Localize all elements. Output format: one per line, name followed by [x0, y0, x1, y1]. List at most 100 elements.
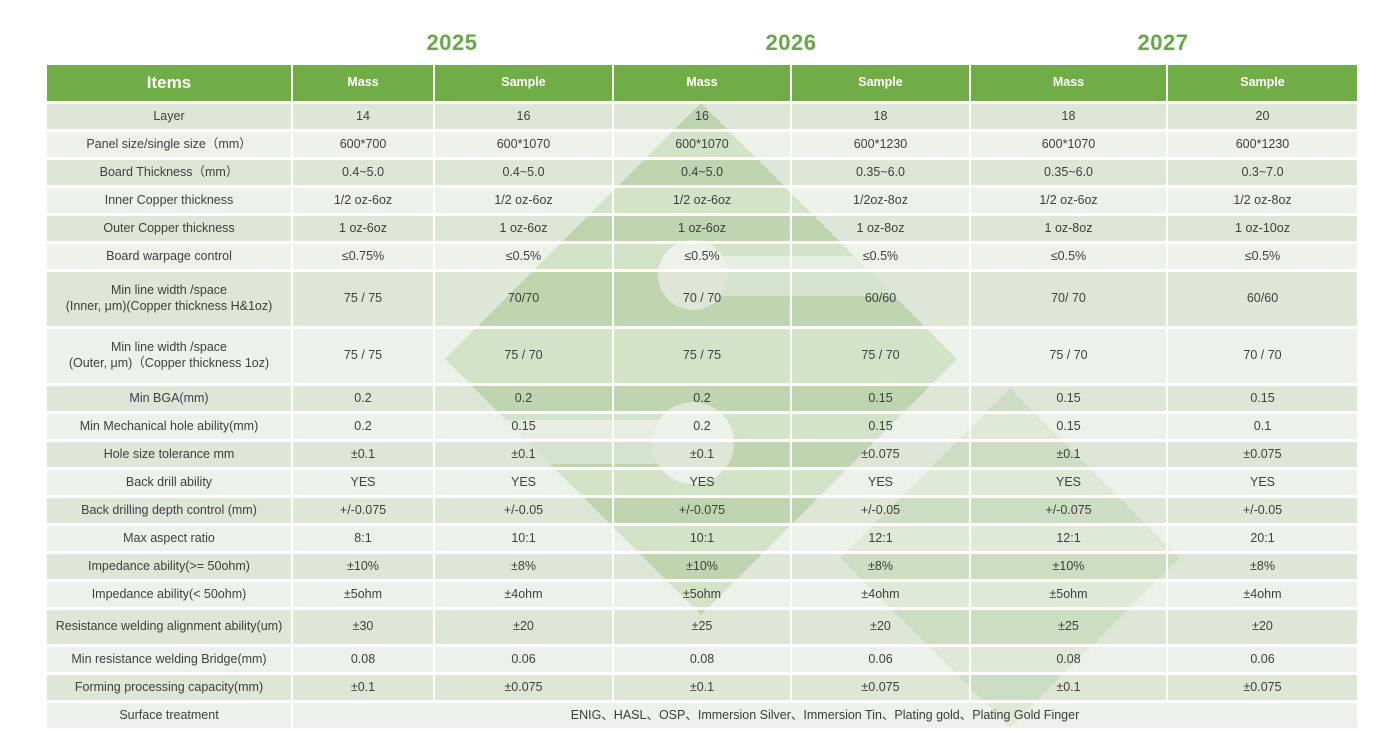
cell-value: ±30	[291, 607, 435, 647]
surface-treatment-values: ENIG、HASL、OSP、Immersion Silver、Immersion…	[291, 700, 1359, 731]
header-items: Items	[45, 62, 293, 104]
cell-value: ±0.1	[291, 439, 435, 470]
table-row: Max aspect ratio 8:1 10:1 10:1 12:1 12:1 20:1	[45, 523, 1359, 554]
cell-value: 1 oz-6oz	[291, 213, 435, 244]
cell-value: ±0.1	[969, 672, 1168, 703]
cell-value: +/-0.075	[969, 495, 1168, 526]
cell-value: 14	[291, 101, 435, 132]
cell-value: 75 / 70	[790, 326, 971, 386]
cell-value: ≤0.5%	[969, 241, 1168, 272]
cell-value: ±5ohm	[612, 579, 792, 610]
table-body: Layer 14 16 16 18 18 20 Panel size/single size（…	[45, 101, 1359, 731]
cell-value: ±5ohm	[969, 579, 1168, 610]
header-mass-2025: Mass	[291, 62, 435, 104]
item-label: Layer	[45, 101, 293, 132]
cell-value: YES	[612, 467, 792, 498]
table-row: Inner Copper thickness 1/2 oz-6oz 1/2 oz-6…	[45, 185, 1359, 216]
item-label: Surface treatment	[45, 700, 293, 731]
cell-value: 1/2 oz-6oz	[612, 185, 792, 216]
item-label: Min Mechanical hole ability(mm)	[45, 411, 293, 442]
year-label-2025: 2025	[426, 30, 478, 55]
capabilities-table: Items Mass Sample Mass Sample Mass Sampl…	[45, 62, 1359, 731]
cell-value: 0.2	[291, 383, 435, 414]
cell-value: 1 oz-6oz	[612, 213, 792, 244]
cell-value: 0.15	[1166, 383, 1359, 414]
cell-value: 1 oz-6oz	[433, 213, 614, 244]
cell-value: 70 / 70	[1166, 326, 1359, 386]
cell-value: 20	[1166, 101, 1359, 132]
cell-value: 60/60	[790, 269, 971, 329]
cell-value: 600*1230	[1166, 129, 1359, 160]
cell-value: ±25	[612, 607, 792, 647]
cell-value: 75 / 75	[291, 326, 435, 386]
cell-value: ≤0.5%	[612, 241, 792, 272]
cell-value: 0.35~6.0	[969, 157, 1168, 188]
cell-value: ±0.075	[433, 672, 614, 703]
table-row: Panel size/single size（mm） 600*700 600*107…	[45, 129, 1359, 160]
cell-value: 600*1070	[433, 129, 614, 160]
header-mass-2027: Mass	[969, 62, 1168, 104]
cell-value: 0.2	[612, 383, 792, 414]
cell-value: ±10%	[291, 551, 435, 582]
table-row: Resistance welding alignment ability(um)…	[45, 607, 1359, 647]
item-label: Panel size/single size（mm）	[45, 129, 293, 160]
cell-value: ±0.075	[790, 672, 971, 703]
cell-value: ±20	[433, 607, 614, 647]
cell-value: 600*700	[291, 129, 435, 160]
cell-value: 0.4~5.0	[291, 157, 435, 188]
cell-value: +/-0.075	[612, 495, 792, 526]
cell-value: 0.2	[612, 411, 792, 442]
item-label: Impedance ability(< 50ohm)	[45, 579, 293, 610]
cell-value: ≤0.5%	[433, 241, 614, 272]
cell-value: ±4ohm	[790, 579, 971, 610]
cell-value: ±0.075	[790, 439, 971, 470]
item-label: Hole size tolerance mm	[45, 439, 293, 470]
cell-value: 0.3~7.0	[1166, 157, 1359, 188]
cell-value: YES	[291, 467, 435, 498]
cell-value: YES	[1166, 467, 1359, 498]
cell-value: ±25	[969, 607, 1168, 647]
cell-value: ≤0.5%	[790, 241, 971, 272]
item-label: Max aspect ratio	[45, 523, 293, 554]
table-row: Board Thickness（mm） 0.4~5.0 0.4~5.0 0.4~5.0…	[45, 157, 1359, 188]
cell-value: 0.4~5.0	[612, 157, 792, 188]
cell-value: YES	[433, 467, 614, 498]
cell-value: 0.06	[790, 644, 971, 675]
cell-value: 0.08	[612, 644, 792, 675]
cell-value: ±0.1	[612, 672, 792, 703]
cell-value: ±8%	[433, 551, 614, 582]
cell-value: 0.4~5.0	[433, 157, 614, 188]
cell-value: YES	[969, 467, 1168, 498]
cell-value: 18	[790, 101, 971, 132]
cell-value: 20:1	[1166, 523, 1359, 554]
cell-value: ±20	[1166, 607, 1359, 647]
item-label: Resistance welding alignment ability(um)	[45, 607, 293, 647]
cell-value: ±10%	[612, 551, 792, 582]
cell-value: ±8%	[1166, 551, 1359, 582]
table-row: Min BGA(mm) 0.2 0.2 0.2 0.15 0.15 0.15	[45, 383, 1359, 414]
table-header-row: Items Mass Sample Mass Sample Mass Sampl…	[45, 62, 1359, 104]
cell-value: 600*1070	[969, 129, 1168, 160]
cell-value: 0.08	[969, 644, 1168, 675]
cell-value: 70/70	[433, 269, 614, 329]
cell-value: 1 oz-8oz	[969, 213, 1168, 244]
cell-value: 0.1	[1166, 411, 1359, 442]
cell-value: ±0.075	[1166, 672, 1359, 703]
item-label: Board warpage control	[45, 241, 293, 272]
year-label-2027: 2027	[1137, 30, 1189, 55]
table-row: Board warpage control ≤0.75% ≤0.5% ≤0.5% ≤0.…	[45, 241, 1359, 272]
cell-value: 60/60	[1166, 269, 1359, 329]
item-label: Min resistance welding Bridge(mm)	[45, 644, 293, 675]
table-row: Hole size tolerance mm ±0.1 ±0.1 ±0.1 ±0.075…	[45, 439, 1359, 470]
cell-value: ±10%	[969, 551, 1168, 582]
cell-value: 8:1	[291, 523, 435, 554]
cell-value: 1/2 oz-8oz	[1166, 185, 1359, 216]
cell-value: 0.15	[969, 411, 1168, 442]
cell-value: 1/2oz-8oz	[790, 185, 971, 216]
cell-value: 0.15	[790, 411, 971, 442]
cell-value: 1/2 oz-6oz	[291, 185, 435, 216]
cell-value: 600*1070	[612, 129, 792, 160]
cell-value: 75 / 75	[291, 269, 435, 329]
cell-value: +/-0.05	[790, 495, 971, 526]
